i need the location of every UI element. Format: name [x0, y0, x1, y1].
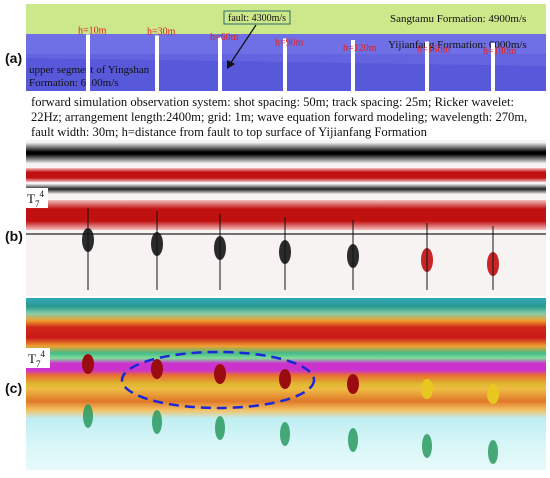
fault-h-label-5: h=150m — [417, 45, 451, 56]
seismic-section-c: T74 — [26, 298, 546, 470]
b-fault-anomalies — [82, 208, 499, 290]
t74-label-b: T74 — [27, 189, 44, 209]
fault-column-5 — [425, 41, 429, 92]
red-reflector-lower — [26, 200, 546, 230]
fault-column-1 — [155, 35, 159, 92]
fault-arrow — [229, 24, 257, 65]
c-anomaly-lower-3 — [280, 422, 290, 446]
c-fault-anomalies — [82, 354, 499, 464]
panel-b-label: (b) — [5, 228, 23, 244]
t74-label-c: T74 — [28, 349, 45, 369]
c-anomaly-lower-6 — [488, 440, 498, 464]
fault-h-label-2: h=60m — [210, 32, 239, 43]
fault-column-2 — [218, 37, 222, 92]
fault-callout-box — [223, 10, 291, 25]
seismic-section-b: T74 — [26, 140, 546, 296]
fault-column-6 — [491, 43, 495, 92]
c-anomaly-lower-2 — [215, 416, 225, 440]
c-anomaly-1 — [151, 359, 163, 379]
black-reflector-top — [26, 142, 546, 164]
black-reflector-mid — [26, 184, 546, 194]
fault-h-label-6: h=180m — [483, 46, 517, 57]
simulation-caption: forward simulation observation system: s… — [31, 95, 528, 139]
c-anomaly-lower-5 — [422, 434, 432, 458]
geologic-model: Sangtamu Formation: 4900m/s Yijianfang F… — [26, 4, 546, 92]
fault-h-label-0: h=10m — [78, 26, 107, 37]
c-anomaly-4 — [347, 374, 359, 394]
t74-label-bg-c — [26, 348, 50, 368]
sangtamu-label: Sangtamu Formation: 4900m/s — [390, 13, 526, 25]
fault-column-3 — [283, 38, 287, 92]
fault-h-label-3: h=90m — [275, 38, 304, 49]
fault-arrowhead — [227, 60, 235, 69]
c-anomaly-3 — [279, 369, 291, 389]
c-anomaly-2 — [214, 364, 226, 384]
fault-column-4 — [351, 40, 355, 92]
c-anomaly-5 — [421, 379, 433, 399]
fault-callout-label: fault: 4300m/s — [228, 13, 286, 24]
fault-column-0 — [86, 34, 90, 92]
c-anomaly-6 — [487, 384, 499, 404]
panel-a-label: (a) — [5, 50, 23, 66]
fault-h-label-4: h=120m — [343, 43, 377, 54]
c-anomaly-lower-4 — [348, 428, 358, 452]
panel-c-label: (c) — [5, 380, 23, 396]
t74-label-bg-b — [26, 188, 48, 208]
c-anomaly-0 — [82, 354, 94, 374]
fault-markers: h=10m h=30m h=60m h=90m h=120m h=150m h=180m — [78, 26, 517, 92]
red-reflector-upper — [26, 168, 546, 182]
yingshan-label-line2: Formation: 6100m/s — [29, 77, 119, 89]
c-anomaly-lower-0 — [83, 404, 93, 428]
c-anomaly-lower-1 — [152, 410, 162, 434]
fault-h-label-1: h=30m — [147, 27, 176, 38]
highlight-ellipse — [120, 350, 316, 410]
